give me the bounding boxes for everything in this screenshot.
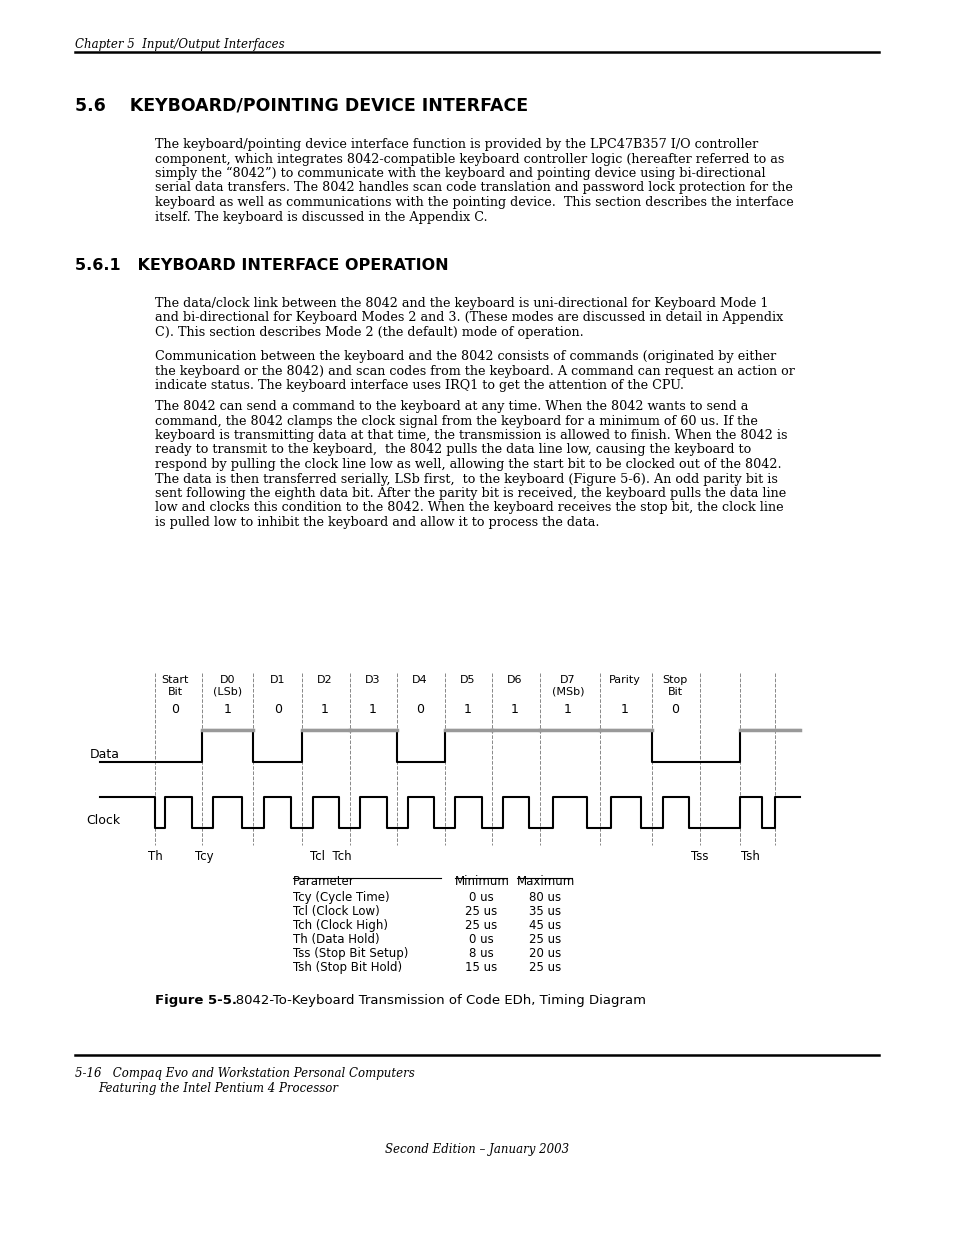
Text: 1: 1: [511, 703, 518, 716]
Text: Chapter 5  Input/Output Interfaces: Chapter 5 Input/Output Interfaces: [75, 38, 284, 51]
Text: Communication between the keyboard and the 8042 consists of commands (originated: Communication between the keyboard and t…: [154, 350, 776, 363]
Text: command, the 8042 clamps the clock signal from the keyboard for a minimum of 60 : command, the 8042 clamps the clock signa…: [154, 415, 757, 427]
Text: D3: D3: [365, 676, 380, 685]
Text: Tcy: Tcy: [194, 850, 213, 863]
Text: Minimum: Minimum: [455, 876, 509, 888]
Text: Parameter: Parameter: [293, 876, 355, 888]
Text: 8 us: 8 us: [468, 947, 493, 960]
Text: itself. The keyboard is discussed in the Appendix C.: itself. The keyboard is discussed in the…: [154, 210, 487, 224]
Text: Stop: Stop: [661, 676, 687, 685]
Text: 1: 1: [563, 703, 572, 716]
Text: 15 us: 15 us: [464, 961, 497, 974]
Text: Tsh (Stop Bit Hold): Tsh (Stop Bit Hold): [293, 961, 402, 974]
Text: Tsh: Tsh: [740, 850, 759, 863]
Text: D1: D1: [270, 676, 286, 685]
Text: (LSb): (LSb): [213, 687, 242, 697]
Text: D0: D0: [220, 676, 235, 685]
Text: 25 us: 25 us: [528, 961, 560, 974]
Text: component, which integrates 8042-compatible keyboard controller logic (hereafter: component, which integrates 8042-compati…: [154, 152, 783, 165]
Text: low and clocks this condition to the 8042. When the keyboard receives the stop b: low and clocks this condition to the 804…: [154, 501, 782, 515]
Text: the keyboard or the 8042) and scan codes from the keyboard. A command can reques: the keyboard or the 8042) and scan codes…: [154, 364, 794, 378]
Text: Bit: Bit: [667, 687, 681, 697]
Text: The keyboard/pointing device interface function is provided by the LPC47B357 I/O: The keyboard/pointing device interface f…: [154, 138, 758, 151]
Text: keyboard is transmitting data at that time, the transmission is allowed to finis: keyboard is transmitting data at that ti…: [154, 429, 786, 442]
Text: Start: Start: [161, 676, 189, 685]
Text: 0: 0: [274, 703, 282, 716]
Text: 0 us: 0 us: [468, 890, 493, 904]
Text: The 8042 can send a command to the keyboard at any time. When the 8042 wants to : The 8042 can send a command to the keybo…: [154, 400, 747, 412]
Text: indicate status. The keyboard interface uses IRQ1 to get the attention of the CP: indicate status. The keyboard interface …: [154, 379, 683, 391]
Text: The data/clock link between the 8042 and the keyboard is uni-directional for Key: The data/clock link between the 8042 and…: [154, 296, 767, 310]
Text: 5.6    KEYBOARD/POINTING DEVICE INTERFACE: 5.6 KEYBOARD/POINTING DEVICE INTERFACE: [75, 98, 528, 115]
Text: Tcl  Tch: Tcl Tch: [310, 850, 352, 863]
Text: sent following the eighth data bit. After the parity bit is received, the keyboa: sent following the eighth data bit. Afte…: [154, 487, 785, 500]
Text: 0: 0: [171, 703, 179, 716]
Text: 0: 0: [416, 703, 423, 716]
Text: Second Edition – January 2003: Second Edition – January 2003: [384, 1144, 569, 1156]
Text: Tcl (Clock Low): Tcl (Clock Low): [293, 905, 379, 918]
Text: Maximum: Maximum: [517, 876, 575, 888]
Text: respond by pulling the clock line low as well, allowing the start bit to be cloc: respond by pulling the clock line low as…: [154, 458, 781, 471]
Text: (MSb): (MSb): [551, 687, 583, 697]
Text: 5.6.1   KEYBOARD INTERFACE OPERATION: 5.6.1 KEYBOARD INTERFACE OPERATION: [75, 258, 448, 273]
Text: D5: D5: [459, 676, 476, 685]
Text: Bit: Bit: [168, 687, 182, 697]
Text: 25 us: 25 us: [464, 919, 497, 932]
Text: serial data transfers. The 8042 handles scan code translation and password lock : serial data transfers. The 8042 handles …: [154, 182, 792, 194]
Text: 1: 1: [224, 703, 232, 716]
Text: is pulled low to inhibit the keyboard and allow it to process the data.: is pulled low to inhibit the keyboard an…: [154, 516, 598, 529]
Text: and bi-directional for Keyboard Modes 2 and 3. (These modes are discussed in det: and bi-directional for Keyboard Modes 2 …: [154, 311, 782, 325]
Text: 1: 1: [463, 703, 472, 716]
Text: D2: D2: [316, 676, 333, 685]
Text: Th: Th: [148, 850, 162, 863]
Text: C). This section describes Mode 2 (the default) mode of operation.: C). This section describes Mode 2 (the d…: [154, 326, 583, 338]
Text: Clock: Clock: [86, 814, 120, 827]
Text: D6: D6: [507, 676, 522, 685]
Text: The data is then transferred serially, LSb first,  to the keyboard (Figure 5-6).: The data is then transferred serially, L…: [154, 473, 777, 485]
Text: D4: D4: [412, 676, 427, 685]
Text: 1: 1: [321, 703, 329, 716]
Text: 1: 1: [620, 703, 628, 716]
Text: 25 us: 25 us: [464, 905, 497, 918]
Text: Parity: Parity: [608, 676, 640, 685]
Text: Data: Data: [90, 748, 120, 761]
Text: keyboard as well as communications with the pointing device.  This section descr: keyboard as well as communications with …: [154, 196, 793, 209]
Text: ready to transmit to the keyboard,  the 8042 pulls the data line low, causing th: ready to transmit to the keyboard, the 8…: [154, 443, 750, 457]
Text: 0 us: 0 us: [468, 932, 493, 946]
Text: 8042-To-Keyboard Transmission of Code EDh, Timing Diagram: 8042-To-Keyboard Transmission of Code ED…: [223, 994, 645, 1007]
Text: 80 us: 80 us: [528, 890, 560, 904]
Text: D7: D7: [559, 676, 576, 685]
Text: Th (Data Hold): Th (Data Hold): [293, 932, 379, 946]
Text: Featuring the Intel Pentium 4 Processor: Featuring the Intel Pentium 4 Processor: [98, 1082, 337, 1095]
Text: 25 us: 25 us: [528, 932, 560, 946]
Text: 35 us: 35 us: [528, 905, 560, 918]
Text: Tch (Clock High): Tch (Clock High): [293, 919, 388, 932]
Text: Figure 5-5.: Figure 5-5.: [154, 994, 236, 1007]
Text: Tss (Stop Bit Setup): Tss (Stop Bit Setup): [293, 947, 408, 960]
Text: Tss: Tss: [691, 850, 708, 863]
Text: 1: 1: [369, 703, 376, 716]
Text: simply the “8042”) to communicate with the keyboard and pointing device using bi: simply the “8042”) to communicate with t…: [154, 167, 765, 180]
Text: 0: 0: [670, 703, 679, 716]
Text: Tcy (Cycle Time): Tcy (Cycle Time): [293, 890, 389, 904]
Text: 5-16   Compaq Evo and Workstation Personal Computers: 5-16 Compaq Evo and Workstation Personal…: [75, 1067, 415, 1079]
Text: 20 us: 20 us: [528, 947, 560, 960]
Text: 45 us: 45 us: [528, 919, 560, 932]
